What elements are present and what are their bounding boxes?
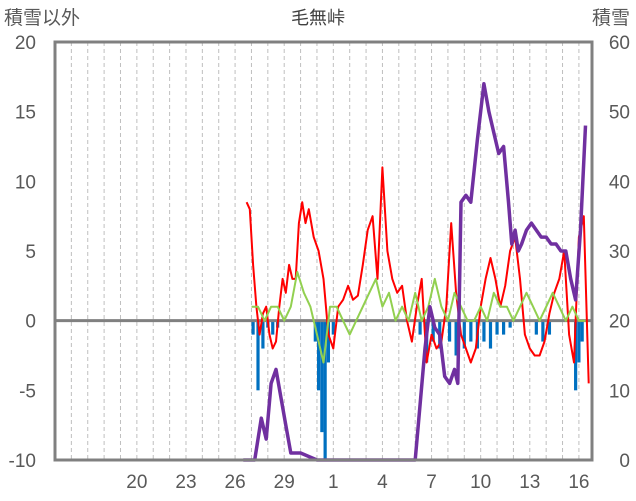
bar — [508, 320, 512, 328]
bar — [431, 320, 435, 342]
bar — [320, 320, 324, 433]
bar — [534, 320, 538, 335]
right-tick-label: 20 — [609, 312, 630, 333]
x-tick-label: 10 — [470, 472, 491, 493]
x-tick-label: 23 — [175, 472, 196, 493]
bar — [326, 320, 331, 363]
series-line — [251, 270, 586, 364]
right-tick-label: 0 — [619, 451, 630, 472]
x-tick-label: 4 — [377, 472, 388, 493]
right-tick-label: 60 — [609, 33, 630, 54]
series-line — [245, 166, 590, 384]
bar — [469, 320, 473, 342]
left-tick-label: 10 — [15, 172, 36, 193]
plot-area — [53, 40, 594, 462]
right-tick-label: 50 — [609, 103, 630, 124]
bar — [577, 320, 581, 363]
bar — [447, 320, 452, 342]
bar — [331, 320, 335, 335]
left-tick-label: 20 — [15, 33, 36, 54]
line-series — [243, 82, 590, 462]
x-tick-label: 7 — [426, 472, 437, 493]
left-tick-label: 5 — [25, 242, 36, 263]
bar — [271, 320, 275, 335]
right-tick-label: 30 — [609, 242, 630, 263]
right-tick-label: 40 — [609, 172, 630, 193]
left-axis-label: 積雪以外 — [4, 7, 80, 29]
x-tick-label: 29 — [274, 472, 295, 493]
x-axis-ticks: 20 23 26 29 1 4 7 10 13 16 — [126, 472, 589, 493]
right-tick-label: 10 — [609, 381, 630, 402]
left-tick-label: 15 — [15, 103, 36, 124]
x-tick-label: 13 — [519, 472, 540, 493]
left-tick-label: 0 — [25, 312, 36, 333]
bar — [580, 320, 584, 342]
x-tick-label: 26 — [225, 472, 246, 493]
bar — [256, 320, 260, 391]
chart-title: 毛無峠 — [291, 8, 345, 28]
bar — [482, 320, 486, 342]
bar — [316, 320, 321, 391]
left-tick-label: -10 — [9, 451, 36, 472]
bar — [488, 320, 493, 349]
x-tick-label: 1 — [328, 472, 339, 493]
bar — [574, 320, 578, 391]
bar — [323, 320, 327, 460]
x-tick-label: 16 — [568, 472, 589, 493]
x-tick-label: 20 — [126, 472, 147, 493]
left-axis-ticks: -10 -5 0 5 10 15 20 — [9, 33, 36, 472]
bar — [541, 320, 545, 342]
left-tick-label: -5 — [19, 381, 36, 402]
bar — [261, 320, 265, 349]
bar — [251, 320, 255, 335]
series-line — [243, 82, 588, 462]
bar — [495, 320, 499, 335]
bar — [501, 320, 506, 335]
right-axis-ticks: 0 10 20 30 40 50 60 — [609, 33, 630, 472]
bar — [454, 320, 458, 356]
bar — [462, 320, 466, 349]
bar — [418, 320, 422, 335]
bar — [547, 320, 552, 335]
right-axis-label: 積雪 — [592, 7, 630, 29]
